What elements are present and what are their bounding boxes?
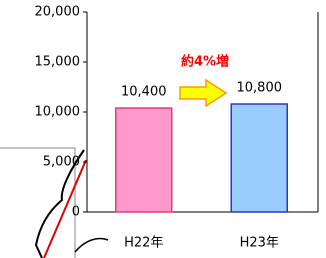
value-label: 10,800	[237, 81, 283, 96]
bar	[231, 104, 287, 212]
y-tick-label: 15,000	[35, 55, 81, 70]
x-tick-label: H23年	[240, 236, 279, 251]
y-tick-label: 10,000	[35, 105, 81, 120]
y-tick-label: 20,000	[35, 5, 81, 20]
chart: 約4%増 0 5,000 10,000 15,000 20,000 10,400 H22年 1…	[0, 0, 326, 258]
x-tick-label: H22年	[124, 236, 163, 251]
annotation: 約4%増	[181, 54, 229, 70]
bar	[116, 108, 172, 212]
black-curve-2	[75, 239, 108, 253]
y-tick-label: 5,000	[43, 155, 80, 170]
arrow	[180, 80, 226, 106]
value-label: 10,400	[121, 85, 167, 100]
y-tick-label: 0	[72, 205, 80, 220]
